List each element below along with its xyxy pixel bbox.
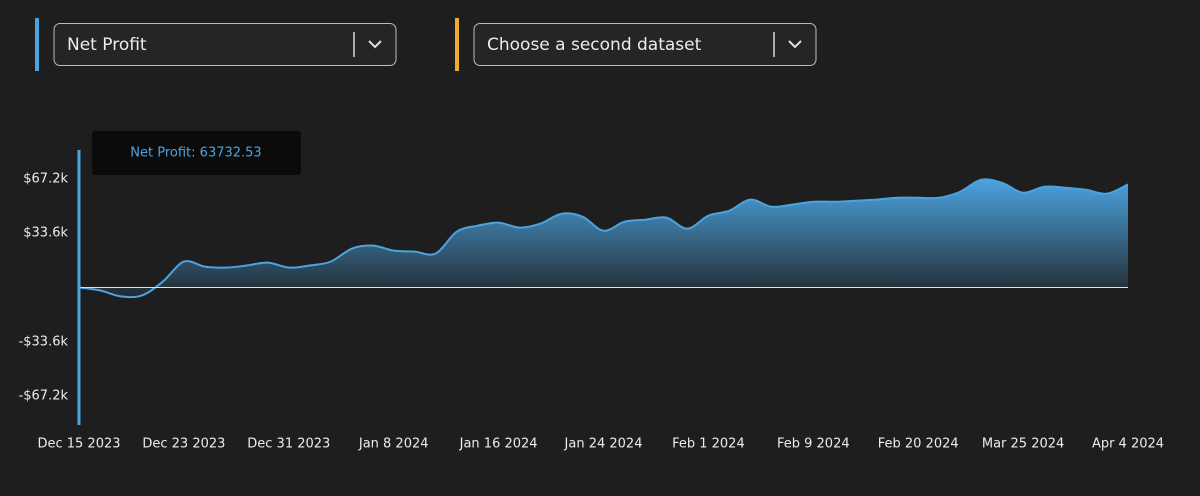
y-tick-label: -$33.6k — [19, 334, 69, 349]
accent-bar — [455, 18, 459, 71]
x-tick-label: Jan 8 2024 — [358, 437, 429, 452]
y-tick-label: $67.2k — [23, 171, 68, 186]
dropdown-box — [473, 23, 817, 66]
area — [79, 179, 1128, 298]
x-tick-label: Jan 16 2024 — [459, 437, 538, 452]
dropdown-label: Choose a second dataset — [487, 35, 702, 55]
x-tick-label: Feb 1 2024 — [672, 437, 745, 452]
x-tick-label: Dec 15 2023 — [37, 437, 120, 452]
dropdown-box — [53, 23, 397, 66]
dropdowns: Net Profit Choose a second dataset — [35, 18, 817, 71]
dropdown[interactable]: Net Profit — [53, 23, 397, 66]
dropdown[interactable]: Choose a second dataset — [473, 23, 817, 66]
y-tick-label: $33.6k — [23, 226, 68, 241]
y-tick-label: -$67.2k — [19, 389, 69, 404]
accent-bar — [35, 18, 39, 71]
plot: $67.2k $33.6k -$33.6k -$67.2k Dec 15 2023 Dec… — [19, 150, 1164, 452]
chevron — [788, 40, 802, 49]
tooltip — [92, 131, 301, 175]
tooltip-text: Net Profit: 63732.53 — [130, 146, 261, 161]
chevron — [368, 40, 382, 49]
x-tick-label: Feb 9 2024 — [777, 437, 850, 452]
x-tick-label: Jan 24 2024 — [564, 437, 643, 452]
x-tick-label: Mar 25 2024 — [982, 437, 1064, 452]
x-tick-label: Apr 4 2024 — [1092, 437, 1164, 452]
x-tick-label: Dec 23 2023 — [142, 437, 225, 452]
line — [78, 178, 1129, 299]
x-tick-label: Dec 31 2023 — [247, 437, 330, 452]
x-tick-label: Feb 20 2024 — [878, 437, 959, 452]
dropdown-label: Net Profit — [67, 35, 147, 55]
